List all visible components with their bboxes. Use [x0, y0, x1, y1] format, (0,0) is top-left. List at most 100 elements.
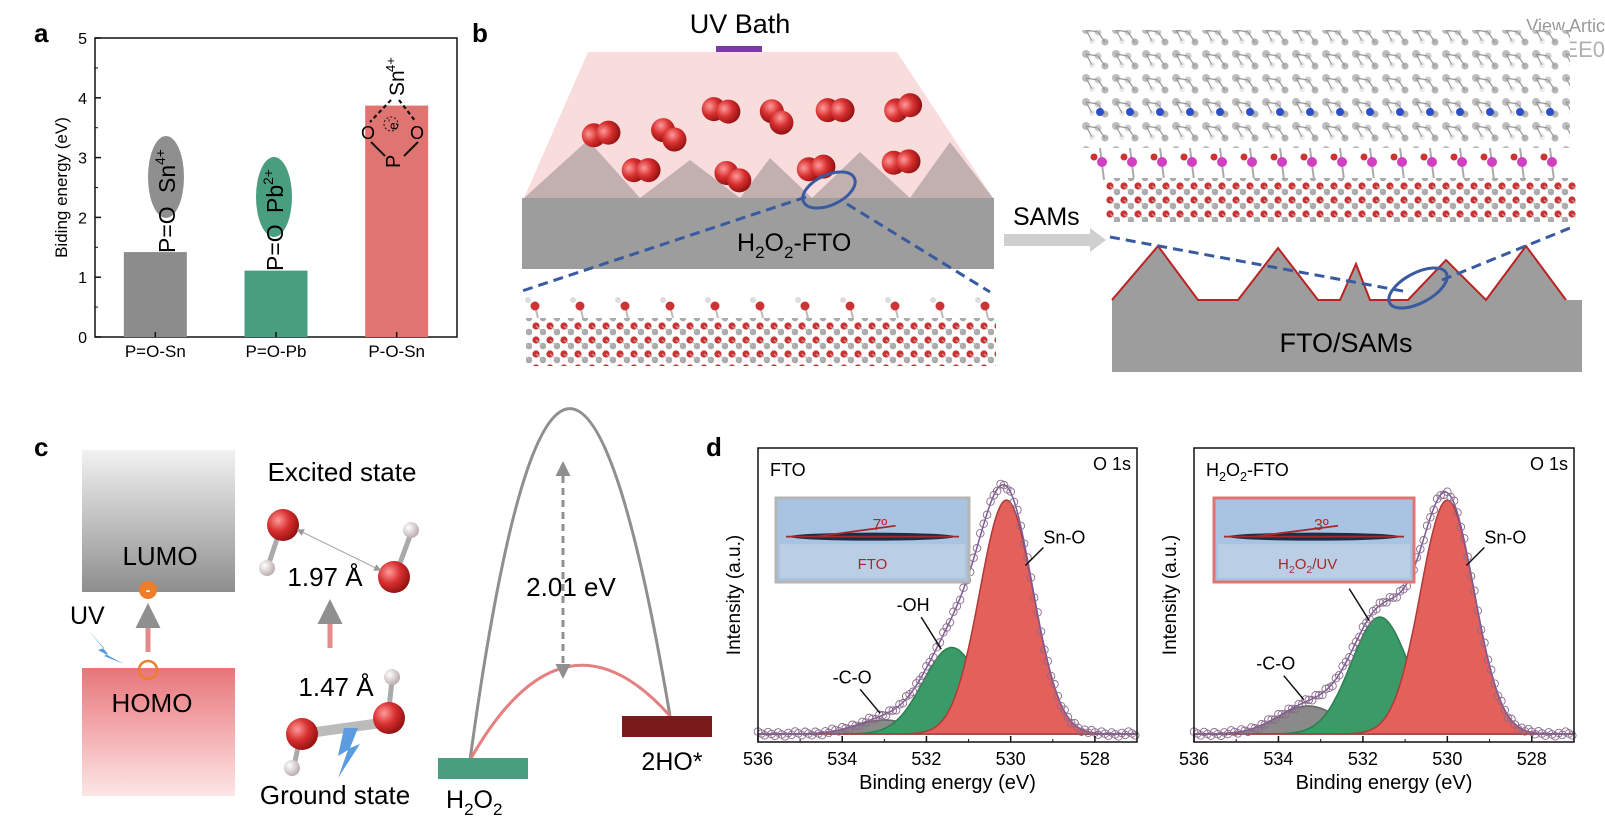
- data-point: [1294, 699, 1303, 709]
- data-point: [1497, 696, 1506, 706]
- y-tick-label: 0: [78, 330, 87, 347]
- phosphorus-atom-icon: [1337, 157, 1347, 167]
- data-point: [1314, 691, 1324, 700]
- data-point: [848, 720, 857, 730]
- phosphorus-atom-icon: [1457, 157, 1467, 167]
- fto-lattice-model: [526, 318, 996, 366]
- data-point: [864, 713, 874, 723]
- data-point: [959, 583, 968, 593]
- oxygen-atom-icon: [1150, 153, 1158, 161]
- oxygen-atom-icon: [890, 301, 900, 311]
- data-point: [1301, 695, 1310, 704]
- annotation-leader: [859, 688, 881, 714]
- data-point: [1459, 534, 1469, 543]
- data-point: [1311, 691, 1320, 700]
- data-point: [1284, 704, 1293, 714]
- nitrogen-atom-icon: [1456, 108, 1464, 116]
- bar3-electron-label: e: [385, 122, 401, 130]
- phosphorus-atom-icon: [1217, 157, 1227, 167]
- hydrogen-atom-icon: [705, 297, 711, 303]
- bar2-charge-label: 2+: [260, 169, 276, 185]
- data-point: [979, 519, 988, 529]
- hydrogen-atom-icon: [930, 297, 936, 303]
- data-point: [1355, 632, 1364, 642]
- data-point: [1274, 710, 1283, 719]
- data-point: [1389, 593, 1398, 602]
- hydrogen-atom-icon: [840, 297, 846, 303]
- sams-arrow-icon: [1004, 228, 1106, 252]
- hydrogen-atom-icon: [570, 297, 576, 303]
- bar-chart-y-ticks: 0 1 2 3 4 5: [78, 31, 101, 347]
- data-point: [1483, 655, 1493, 664]
- fto-sams-diagram: FTO/SAMs: [1080, 30, 1582, 372]
- hydrogen-atom-icon: [403, 522, 419, 538]
- sn-ion-ellipse-icon: [148, 136, 184, 218]
- oxygen-atom-icon: [1210, 153, 1218, 161]
- nitrogen-atom-icon: [1336, 108, 1344, 116]
- data-point: [1328, 681, 1337, 691]
- hydrogen-atom-icon: [284, 760, 300, 776]
- data-point: [841, 724, 850, 733]
- data-point: [1060, 705, 1069, 714]
- oxygen-atom-icon: [1450, 153, 1458, 161]
- hydrogen-atom-icon: [975, 297, 981, 303]
- nitrogen-atom-icon: [1426, 108, 1434, 116]
- oxygen-atom-icon: [1420, 153, 1428, 161]
- annotation-leader: [1348, 588, 1370, 622]
- data-point: [885, 706, 894, 715]
- data-point: [898, 699, 908, 708]
- reaction-barrier-diagram: 2.01 eV H2O2 2HO*: [438, 407, 712, 819]
- phosphorus-atom-icon: [1397, 157, 1407, 167]
- hydrogen-atom-icon: [615, 297, 621, 303]
- oxygen-atom-icon: [1300, 153, 1308, 161]
- oxygen-atom-icon: [530, 301, 540, 311]
- data-point: [1023, 553, 1032, 562]
- data-point: [1456, 522, 1466, 532]
- bar3-o-left: O: [361, 123, 375, 143]
- data-point: [851, 721, 860, 730]
- bar2-ion-label: Pb: [262, 185, 288, 213]
- x-tick-label: 530: [1432, 749, 1462, 769]
- xps-x-label: Binding energy (eV): [1296, 772, 1473, 794]
- peak-label-co: -C-O: [1256, 654, 1295, 674]
- oxygen-atom-icon: [1270, 153, 1278, 161]
- phosphorus-atom-icon: [1127, 157, 1137, 167]
- fto-sams-substrate: [1112, 246, 1582, 372]
- xps-y-label: Intensity (a.u.): [724, 535, 745, 655]
- catalyzed-path: [468, 663, 672, 761]
- phosphorus-atom-icon: [1187, 157, 1197, 167]
- data-point: [976, 529, 985, 538]
- nitrogen-atom-icon: [1276, 108, 1284, 116]
- h2o2-molecule-icon: [884, 93, 923, 123]
- h2o2-molecule-icon: [621, 158, 661, 183]
- data-point: [1267, 715, 1276, 724]
- data-point: [1050, 680, 1059, 689]
- fto-surface-peaks: [524, 140, 993, 198]
- phosphorus-atom-icon: [1487, 157, 1497, 167]
- bar1-charge-label: 4+: [152, 149, 168, 165]
- xps-axes-frame: [757, 447, 1138, 743]
- data-point: [1449, 496, 1459, 506]
- bar2-inset-p-o-pb: P=O Pb 2+: [256, 157, 292, 271]
- panel-d-label: d: [706, 432, 722, 462]
- data-point: [1375, 598, 1385, 608]
- oxygen-atom-icon: [710, 301, 720, 311]
- data-point: [1416, 544, 1425, 554]
- y-tick-label: 2: [78, 210, 87, 227]
- data-point: [1029, 593, 1039, 603]
- data-point: [1453, 508, 1462, 517]
- xps-axes-frame: [1193, 447, 1575, 743]
- oxygen-atom-icon: [1390, 153, 1398, 161]
- data-point: [1334, 670, 1344, 680]
- phosphorus-atom-icon: [1517, 157, 1527, 167]
- data-point: [1304, 695, 1314, 705]
- bar: [244, 270, 308, 337]
- h2o2-level-bar: [438, 758, 528, 779]
- oxygen-atom-icon: [286, 718, 318, 750]
- ground-state-label: Ground state: [260, 780, 410, 810]
- data-point: [1426, 513, 1435, 522]
- h2o2-molecule-icon: [581, 120, 621, 148]
- y-tick-label: 4: [78, 91, 87, 108]
- inset-sample-label: FTO: [858, 556, 888, 573]
